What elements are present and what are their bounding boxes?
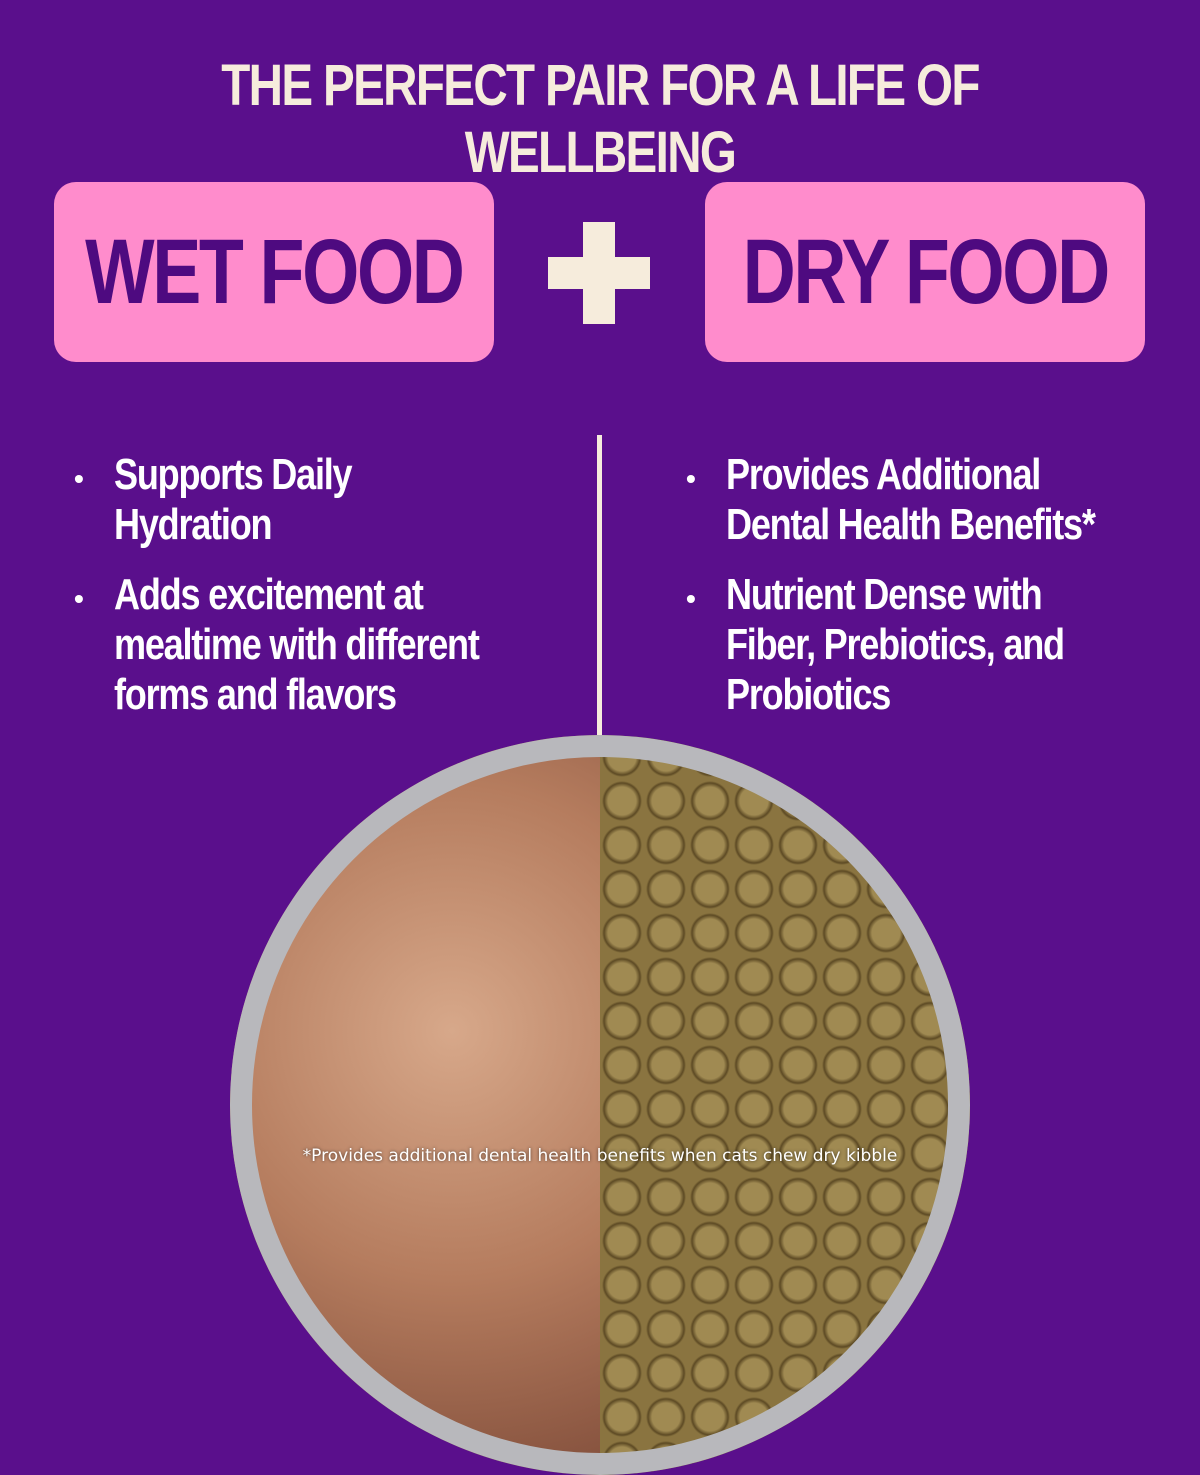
- dry-food-benefits: • Provides Additional Dental Health Benef…: [686, 450, 1200, 740]
- footnote: *Provides additional dental health benef…: [302, 1146, 898, 1166]
- divider: [597, 435, 602, 745]
- bullet-icon: •: [686, 583, 696, 614]
- list-item: • Adds excitement at mealtime with differ…: [74, 570, 480, 719]
- bullet-icon: •: [686, 463, 696, 494]
- wet-food-label: WET FOOD: [85, 220, 465, 323]
- dry-food-label-box: DRY FOOD: [705, 182, 1145, 362]
- bullet-icon: •: [74, 463, 84, 494]
- list-item: • Supports Daily Hydration: [74, 450, 353, 549]
- wet-food-benefits: • Supports Daily Hydration • Adds exciteme…: [74, 450, 574, 740]
- plus-icon: [548, 222, 650, 324]
- list-item: • Nutrient Dense with Fiber, Prebiotics, …: [686, 570, 1065, 719]
- bullet-icon: •: [74, 583, 84, 614]
- page-title: THE PERFECT PAIR FOR A LIFE OF WELLBEING: [221, 53, 980, 185]
- list-item: • Provides Additional Dental Health Benef…: [686, 450, 1096, 549]
- food-bowl-image: [230, 735, 970, 1475]
- bowl-rim: [230, 735, 970, 1475]
- dry-food-label: DRY FOOD: [742, 220, 1110, 323]
- wet-food-label-box: WET FOOD: [54, 182, 494, 362]
